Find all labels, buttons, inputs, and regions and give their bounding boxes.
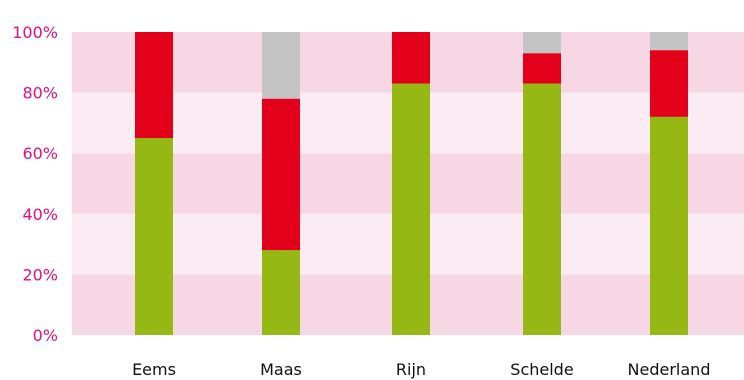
- bar-segment: [392, 32, 430, 84]
- bar-segment: [523, 32, 561, 54]
- bar-segment: [135, 32, 173, 139]
- x-category-label: Schelde: [510, 360, 573, 379]
- bar-segment: [650, 32, 688, 51]
- y-tick-label: 20%: [22, 265, 58, 284]
- y-tick-label: 80%: [22, 84, 58, 103]
- y-tick-label: 60%: [22, 144, 58, 163]
- bar-segment: [650, 116, 688, 335]
- y-tick-label: 0%: [33, 326, 58, 345]
- bar-segment: [262, 98, 300, 251]
- x-category-label: Maas: [260, 360, 302, 379]
- y-tick-label: 40%: [22, 205, 58, 224]
- bar-stacks: [135, 32, 688, 335]
- x-category-label: Eems: [132, 360, 176, 379]
- bar-segment: [392, 83, 430, 335]
- bar-segment: [262, 32, 300, 99]
- x-category-label: Nederland: [628, 360, 711, 379]
- x-axis-category-labels: Eems Maas Rijn Schelde Nederland: [132, 360, 710, 379]
- y-axis-tick-labels: 0% 20% 40% 60% 80% 100%: [12, 23, 58, 345]
- bar-segment: [650, 50, 688, 117]
- y-tick-label: 100%: [12, 23, 58, 42]
- x-category-label: Rijn: [396, 360, 426, 379]
- bar-segment: [523, 53, 561, 84]
- bar-segment: [523, 83, 561, 335]
- bar-segment: [135, 138, 173, 335]
- bar-segment: [262, 250, 300, 335]
